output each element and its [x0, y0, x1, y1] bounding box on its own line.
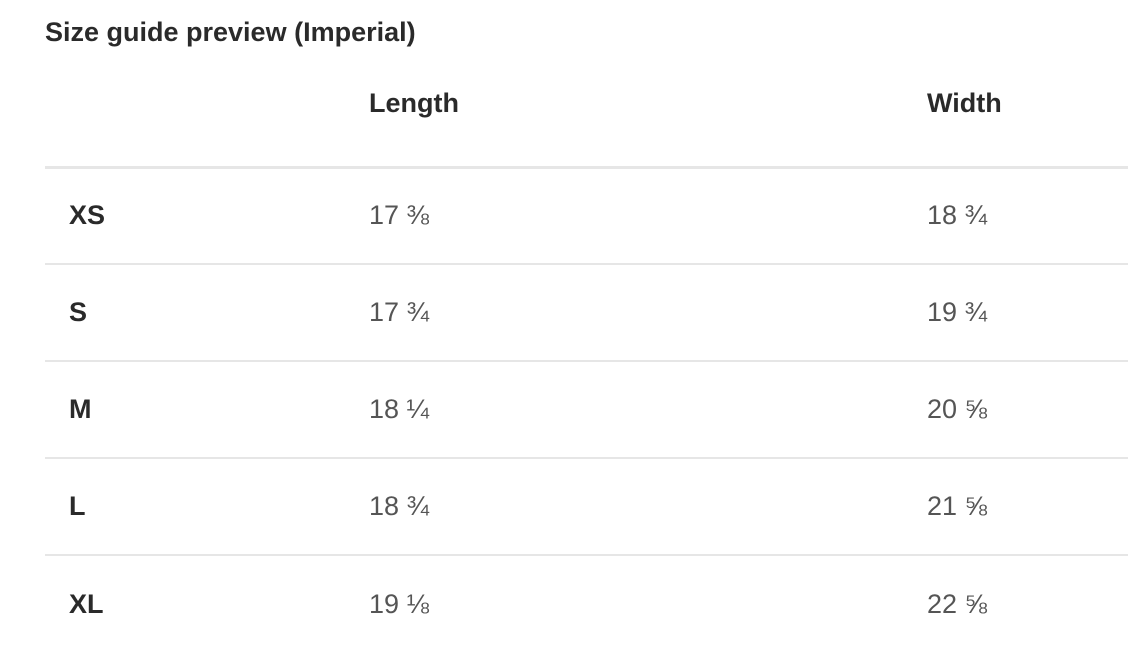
column-header-size: [45, 60, 369, 167]
size-cell: XS: [69, 200, 106, 231]
size-cell: XL: [69, 588, 104, 619]
width-cell: 22 ⅝: [927, 588, 988, 619]
column-header-length: Length: [369, 88, 459, 119]
length-cell: 17 ¾: [369, 297, 430, 327]
size-cell: S: [69, 297, 88, 327]
table-row: M 18 ¼ 20 ⅝: [45, 361, 1128, 458]
table-row: S 17 ¾ 19 ¾: [45, 264, 1128, 361]
width-cell: 19 ¾: [927, 297, 988, 327]
length-cell: 18 ¼: [369, 394, 430, 424]
table-row: XL 19 ⅛ 22 ⅝: [45, 555, 1128, 652]
width-cell: 21 ⅝: [927, 491, 988, 521]
width-cell: 20 ⅝: [927, 394, 988, 424]
size-guide-table: Length Width XS 17 ⅜ 18 ¾ S 17 ¾ 19 ¾ M …: [45, 60, 1128, 652]
page-title: Size guide preview (Imperial): [45, 17, 416, 47]
size-cell: M: [69, 394, 92, 424]
size-cell: L: [69, 491, 86, 521]
column-header-width: Width: [927, 88, 1002, 119]
length-cell: 17 ⅜: [369, 200, 430, 231]
table-row: XS 17 ⅜ 18 ¾: [45, 167, 1128, 264]
length-cell: 18 ¾: [369, 491, 430, 521]
table-row: L 18 ¾ 21 ⅝: [45, 458, 1128, 555]
width-cell: 18 ¾: [927, 200, 988, 231]
table-header-row: Length Width: [45, 60, 1128, 167]
length-cell: 19 ⅛: [369, 588, 430, 619]
